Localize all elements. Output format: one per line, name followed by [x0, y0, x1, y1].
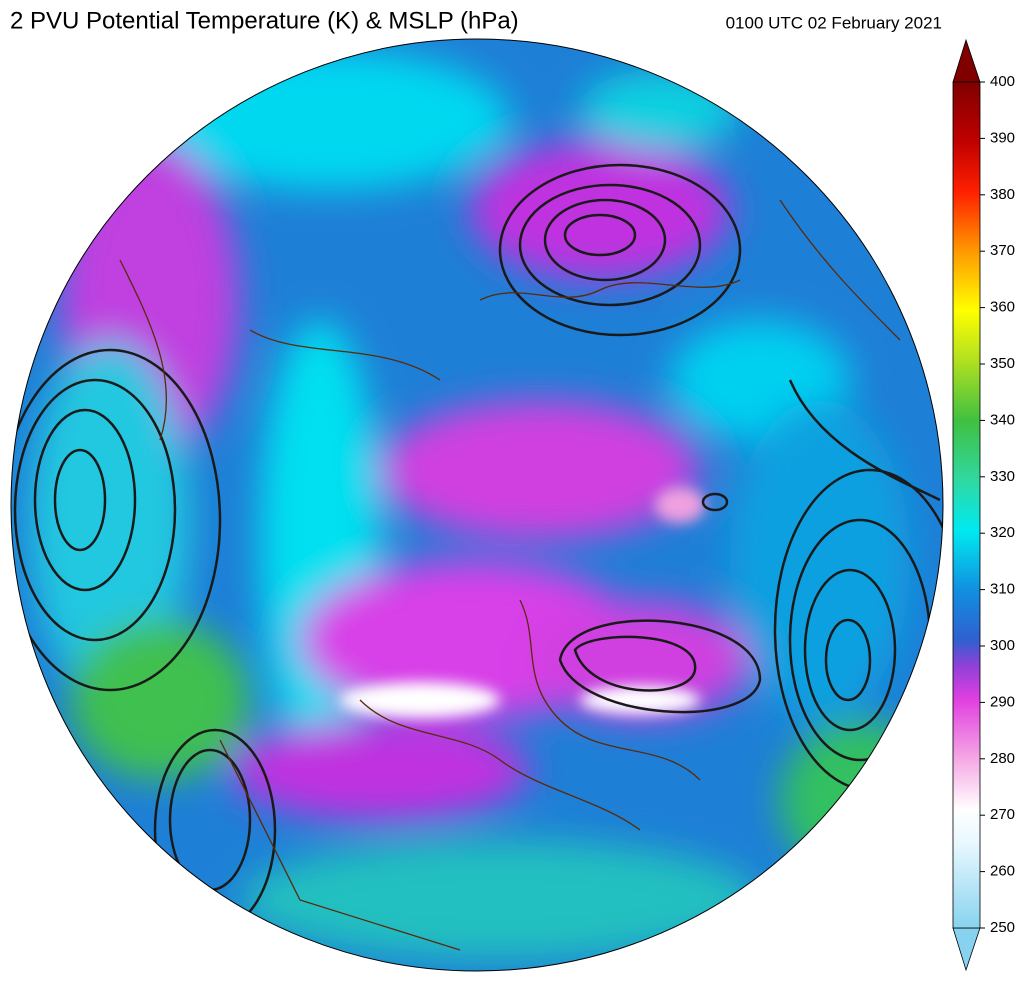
- colorbar-tick-label: 290: [990, 693, 1015, 710]
- colorbar: 250 260 270 280 290 300 310 320 330 340 350 360 370 3…: [952, 38, 1015, 972]
- title: 2 PVU Potential Temperature (K) & MSLP (…: [10, 7, 519, 34]
- coastlines: [119, 199, 901, 951]
- colorbar-tick-label: 330: [990, 468, 1015, 485]
- colorbar-tick-label: 310: [990, 581, 1015, 598]
- contours: [11, 163, 943, 932]
- colorbar-tick-label: 340: [990, 411, 1015, 428]
- colorbar-tick-label: 280: [990, 750, 1015, 767]
- colorbar-tick-label: 350: [990, 355, 1015, 372]
- colorbar-scale: [952, 81, 981, 929]
- colorbar-tick-label: 300: [990, 637, 1015, 654]
- globe-edge: [10, 38, 944, 972]
- colorbar-tick-label: 320: [990, 524, 1015, 541]
- colorbar-tick-label: 270: [990, 806, 1015, 823]
- colorbar-tick-label: 360: [990, 299, 1015, 316]
- colorbar-tick-label: 250: [990, 919, 1015, 936]
- colorbar-tick-label: 260: [990, 863, 1015, 880]
- colorbar-tick-label: 370: [990, 242, 1015, 259]
- colorbar-tick-label: 390: [990, 129, 1015, 146]
- colorbar-tick-label: 380: [990, 186, 1015, 203]
- colorbar-extend-max: [952, 38, 981, 83]
- colorbar-extend-min: [952, 927, 981, 972]
- colorbar-tick-label: 400: [990, 73, 1015, 90]
- timestamp: 0100 UTC 02 February 2021: [726, 13, 942, 32]
